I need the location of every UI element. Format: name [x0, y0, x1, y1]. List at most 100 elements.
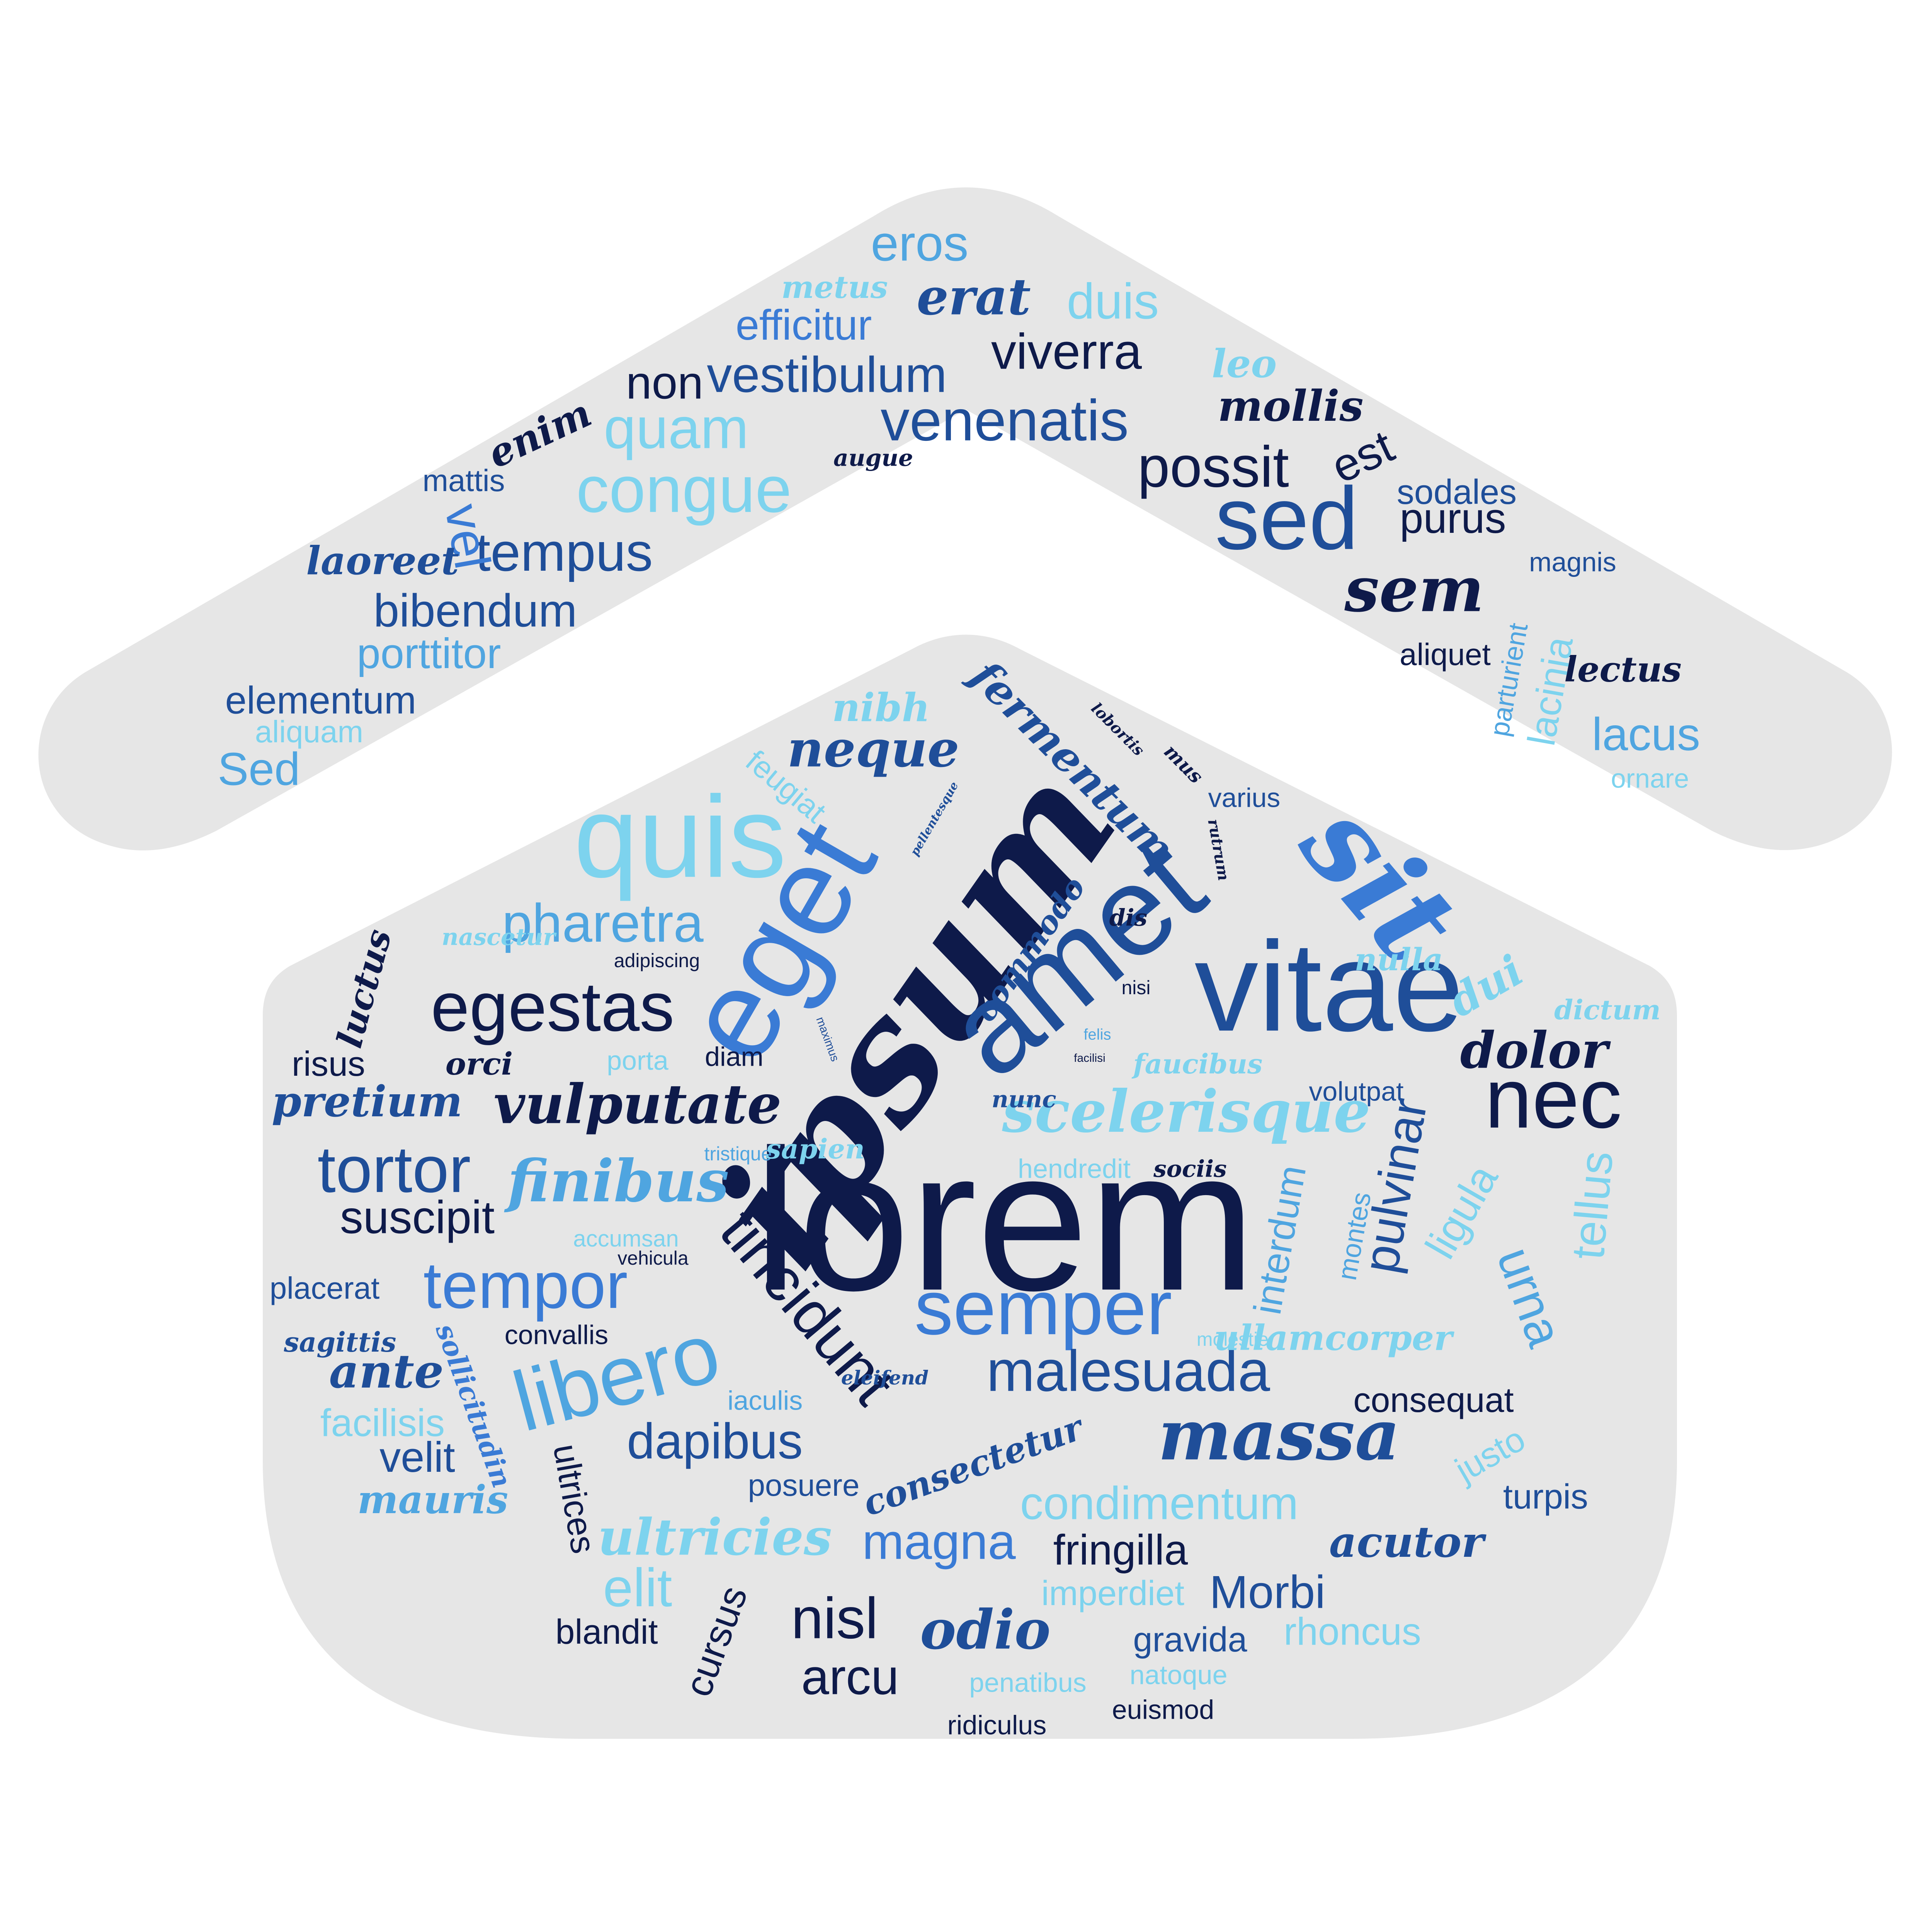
- word-lectus: lectus: [1564, 649, 1682, 690]
- word-vehicula: vehicula: [617, 1247, 689, 1269]
- word-quam: quam: [604, 396, 748, 461]
- word-velit: velit: [379, 1434, 455, 1481]
- word-laoreet: laoreet: [306, 538, 459, 583]
- word-tellus: tellus: [1562, 1149, 1623, 1262]
- word-malesuada: malesuada: [986, 1338, 1270, 1403]
- word-viverra: viverra: [991, 323, 1142, 379]
- word-iaculis: iaculis: [728, 1385, 803, 1415]
- word-ullamcorper: ullamcorper: [1214, 1318, 1454, 1359]
- word-pretium: pretium: [272, 1077, 463, 1126]
- word-congue: congue: [576, 453, 792, 526]
- word-possit: possit: [1138, 434, 1289, 499]
- word-metus: metus: [781, 269, 888, 305]
- word-diam: diam: [705, 1041, 764, 1071]
- word-turpis: turpis: [1503, 1478, 1588, 1516]
- word-volutpat: volutpat: [1309, 1076, 1403, 1106]
- word-eros: eros: [871, 215, 969, 271]
- word-duis: duis: [1067, 273, 1159, 329]
- word-nulla: nulla: [1355, 941, 1443, 978]
- word-posuere: posuere: [748, 1468, 859, 1502]
- word-non: non: [626, 357, 703, 409]
- word-mattis: mattis: [422, 463, 505, 498]
- word-fringilla: fringilla: [1053, 1526, 1188, 1574]
- word-nibh: nibh: [832, 685, 930, 730]
- word-magnis: magnis: [1529, 547, 1616, 577]
- word-leo: leo: [1212, 341, 1277, 386]
- word-gravida: gravida: [1133, 1621, 1247, 1659]
- word-pharetra: pharetra: [502, 893, 704, 953]
- word-acutor: acutor: [1329, 1517, 1486, 1567]
- word-sem: sem: [1344, 553, 1484, 626]
- word-arcu: arcu: [801, 1648, 899, 1705]
- word-dolor: dolor: [1460, 1021, 1611, 1080]
- word-felis: felis: [1083, 1026, 1111, 1043]
- word-porta: porta: [607, 1045, 668, 1075]
- word-dapibus: dapibus: [627, 1413, 803, 1469]
- word-rhoncus: rhoncus: [1284, 1610, 1421, 1653]
- word-eleifend: eleifend: [841, 1366, 929, 1389]
- word-magna: magna: [862, 1513, 1016, 1570]
- word-ornare: ornare: [1611, 763, 1689, 793]
- word-faucibus: faucibus: [1131, 1048, 1263, 1080]
- word-molestie: molestie: [1197, 1328, 1269, 1350]
- word-tortor: tortor: [318, 1133, 471, 1206]
- word-tempus: tempus: [475, 522, 653, 582]
- word-venenatis: venenatis: [881, 388, 1129, 453]
- word-placerat: placerat: [270, 1271, 380, 1305]
- word-adipiscing: adipiscing: [614, 950, 700, 971]
- word-euismod: euismod: [1112, 1694, 1214, 1725]
- word-aliquet: aliquet: [1400, 637, 1491, 672]
- word-orci: orci: [446, 1046, 513, 1082]
- word-sociis: sociis: [1153, 1156, 1227, 1183]
- word-egestas: egestas: [431, 968, 674, 1046]
- word-lorem: lorem: [753, 1108, 1256, 1332]
- house-shape: [263, 634, 1677, 1739]
- word-tempor: tempor: [423, 1249, 628, 1322]
- word-tristique: tristique: [704, 1143, 772, 1165]
- word-ante: ante: [329, 1344, 444, 1399]
- word-sagittis: sagittis: [284, 1326, 396, 1358]
- word-sed: sed: [1215, 469, 1359, 568]
- word-nisl: nisl: [791, 1586, 878, 1651]
- word-dictum: dictum: [1554, 994, 1660, 1026]
- word-ultricies: ultricies: [598, 1508, 832, 1567]
- word-bibendum: bibendum: [373, 585, 577, 637]
- word-finibus: finibus: [504, 1147, 729, 1215]
- word-sodales: sodales: [1397, 473, 1517, 512]
- roof-shape: [38, 187, 1892, 850]
- word-facilisis: facilisis: [320, 1401, 445, 1444]
- word-scelerisque: scelerisque: [1002, 1078, 1370, 1146]
- word-dis: dis: [1109, 905, 1148, 932]
- word-nec: nec: [1485, 1051, 1622, 1146]
- word-suscipit: suscipit: [340, 1192, 495, 1243]
- word-quis: quis: [574, 772, 786, 902]
- word-sed: Sed: [218, 743, 300, 795]
- word-facilisi: facilisi: [1074, 1052, 1105, 1065]
- word-consequat: consequat: [1353, 1381, 1514, 1420]
- word-odio: odio: [920, 1599, 1051, 1662]
- word-blandit: blandit: [555, 1613, 658, 1651]
- word-neque: neque: [787, 719, 959, 779]
- word-varius: varius: [1208, 782, 1281, 813]
- word-vel: vel: [434, 500, 501, 573]
- word-nisi: nisi: [1121, 977, 1150, 998]
- word-aliquam: aliquam: [255, 714, 363, 749]
- word-vestibulum: vestibulum: [707, 346, 947, 403]
- word-risus: risus: [292, 1045, 365, 1083]
- word-ridiculus: ridiculus: [947, 1710, 1047, 1740]
- word-purus: purus: [1400, 495, 1506, 542]
- word-hendredit: hendredit: [1018, 1153, 1131, 1184]
- word-natoque: natoque: [1129, 1660, 1227, 1690]
- word-nascetur: nascetur: [442, 924, 557, 951]
- word-erat: erat: [917, 267, 1031, 327]
- word-augue: augue: [833, 445, 913, 472]
- word-mauris: mauris: [357, 1477, 508, 1522]
- word-accumsan: accumsan: [573, 1226, 679, 1252]
- word-penatibus: penatibus: [969, 1667, 1087, 1697]
- word-vulputate: vulputate: [493, 1073, 781, 1136]
- word-elementum: elementum: [225, 679, 417, 722]
- word-massa: massa: [1158, 1395, 1400, 1476]
- word-convallis: convallis: [505, 1320, 608, 1350]
- word-nunc: nunc: [992, 1086, 1056, 1113]
